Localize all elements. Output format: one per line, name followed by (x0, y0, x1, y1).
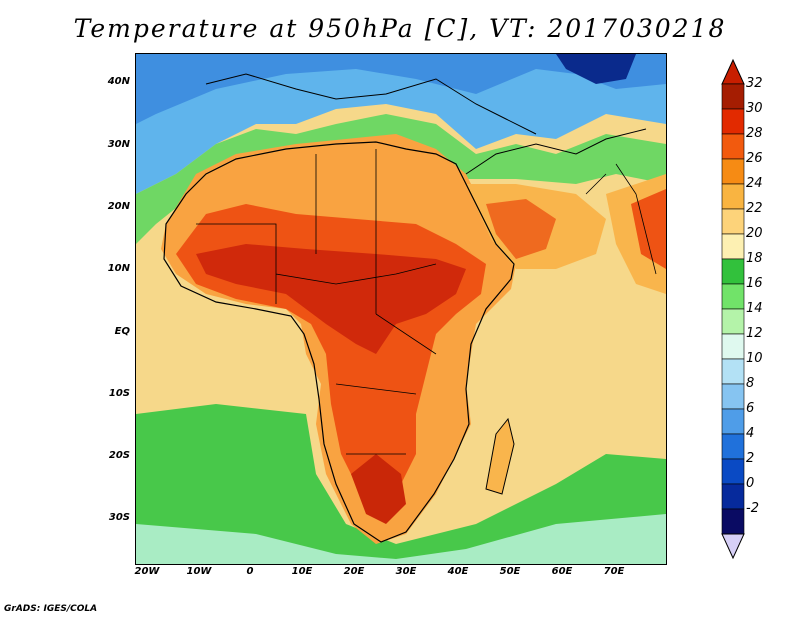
colorbar-label: 20 (746, 226, 763, 241)
lat-tick-20s: 20S (108, 450, 130, 461)
colorbar-label: 18 (746, 251, 763, 266)
lat-tick-30s: 30S (108, 512, 130, 523)
colorbar-cell (721, 433, 745, 460)
lon-tick-70e: 70E (603, 566, 625, 577)
colorbar-cell (721, 183, 745, 210)
cold-zone-south (136, 514, 666, 564)
colorbar-cell (721, 508, 745, 535)
map-canvas (136, 54, 666, 564)
cold-zone-north (136, 54, 666, 124)
colorbar-cell (721, 158, 745, 185)
colorbar-top-arrow (721, 58, 745, 85)
colorbar-cell (721, 333, 745, 360)
sahel-hottest (196, 244, 466, 354)
colorbar-label: 22 (746, 201, 763, 216)
lon-tick-20e: 20E (343, 566, 365, 577)
colorbar-label: 12 (746, 326, 763, 341)
colorbar-cell (721, 358, 745, 385)
country-borders (196, 149, 437, 455)
colorbar-cell (721, 283, 745, 310)
coldest-zone (556, 54, 636, 84)
asia-borders (585, 163, 657, 275)
colorbar-label: 10 (746, 351, 763, 366)
lon-tick-30e: 30E (395, 566, 417, 577)
credit-text: GrADS: IGES/COLA (4, 604, 98, 614)
temperature-map (135, 53, 667, 565)
africa-coastline (163, 141, 515, 543)
arabia-hot (486, 199, 556, 259)
lon-tick-0: 0 (246, 566, 254, 577)
colorbar-cell (721, 308, 745, 335)
colorbar-label: 26 (746, 151, 763, 166)
colorbar-label: 32 (746, 76, 763, 91)
madagascar (485, 417, 515, 495)
lon-tick-40e: 40E (447, 566, 469, 577)
colorbar-cell (721, 458, 745, 485)
lat-tick-40n: 40N (107, 76, 130, 87)
colorbar-label: 30 (746, 101, 763, 116)
cool-zone-north (136, 54, 666, 194)
colorbar-label: 16 (746, 276, 763, 291)
colorbar-cell (721, 133, 745, 160)
colorbar-cell (721, 483, 745, 510)
lon-tick-60e: 60E (551, 566, 573, 577)
colorbar-cell (721, 108, 745, 135)
colorbar-cell (721, 208, 745, 235)
colorbar-label: 4 (746, 426, 755, 441)
colorbar-cell (721, 408, 745, 435)
colorbar-label: -2 (746, 501, 759, 516)
lat-tick-eq: EQ (114, 326, 130, 337)
lat-tick-10n: 10N (107, 263, 130, 274)
colorbar-bottom-arrow (721, 533, 745, 560)
colorbar-label: 2 (746, 451, 755, 466)
mild-zone-mediterranean (136, 114, 666, 244)
colorbar (721, 58, 745, 560)
lon-tick-50e: 50E (499, 566, 521, 577)
lat-tick-20n: 20N (107, 201, 130, 212)
colorbar-cell (721, 383, 745, 410)
colorbar-label: 0 (746, 476, 755, 491)
cool-zone-south (136, 404, 666, 564)
lat-tick-30n: 30N (107, 139, 130, 150)
colorbar-cell (721, 83, 745, 110)
lat-tick-10s: 10S (108, 388, 130, 399)
southern-africa-hot (351, 454, 406, 524)
colorbar-label: 14 (746, 301, 763, 316)
colorbar-label: 6 (746, 401, 755, 416)
chart-title: Temperature at 950hPa [C], VT: 201703021… (73, 14, 727, 43)
lon-tick-20w: 20W (134, 566, 160, 577)
colorbar-cell (721, 258, 745, 285)
colorbar-cell (721, 233, 745, 260)
europe-asia-coastline (205, 73, 647, 175)
colorbar-label: 28 (746, 126, 763, 141)
lon-tick-10e: 10E (291, 566, 313, 577)
colorbar-label: 8 (746, 376, 755, 391)
colorbar-label: 24 (746, 176, 763, 191)
lon-tick-10w: 10W (186, 566, 212, 577)
